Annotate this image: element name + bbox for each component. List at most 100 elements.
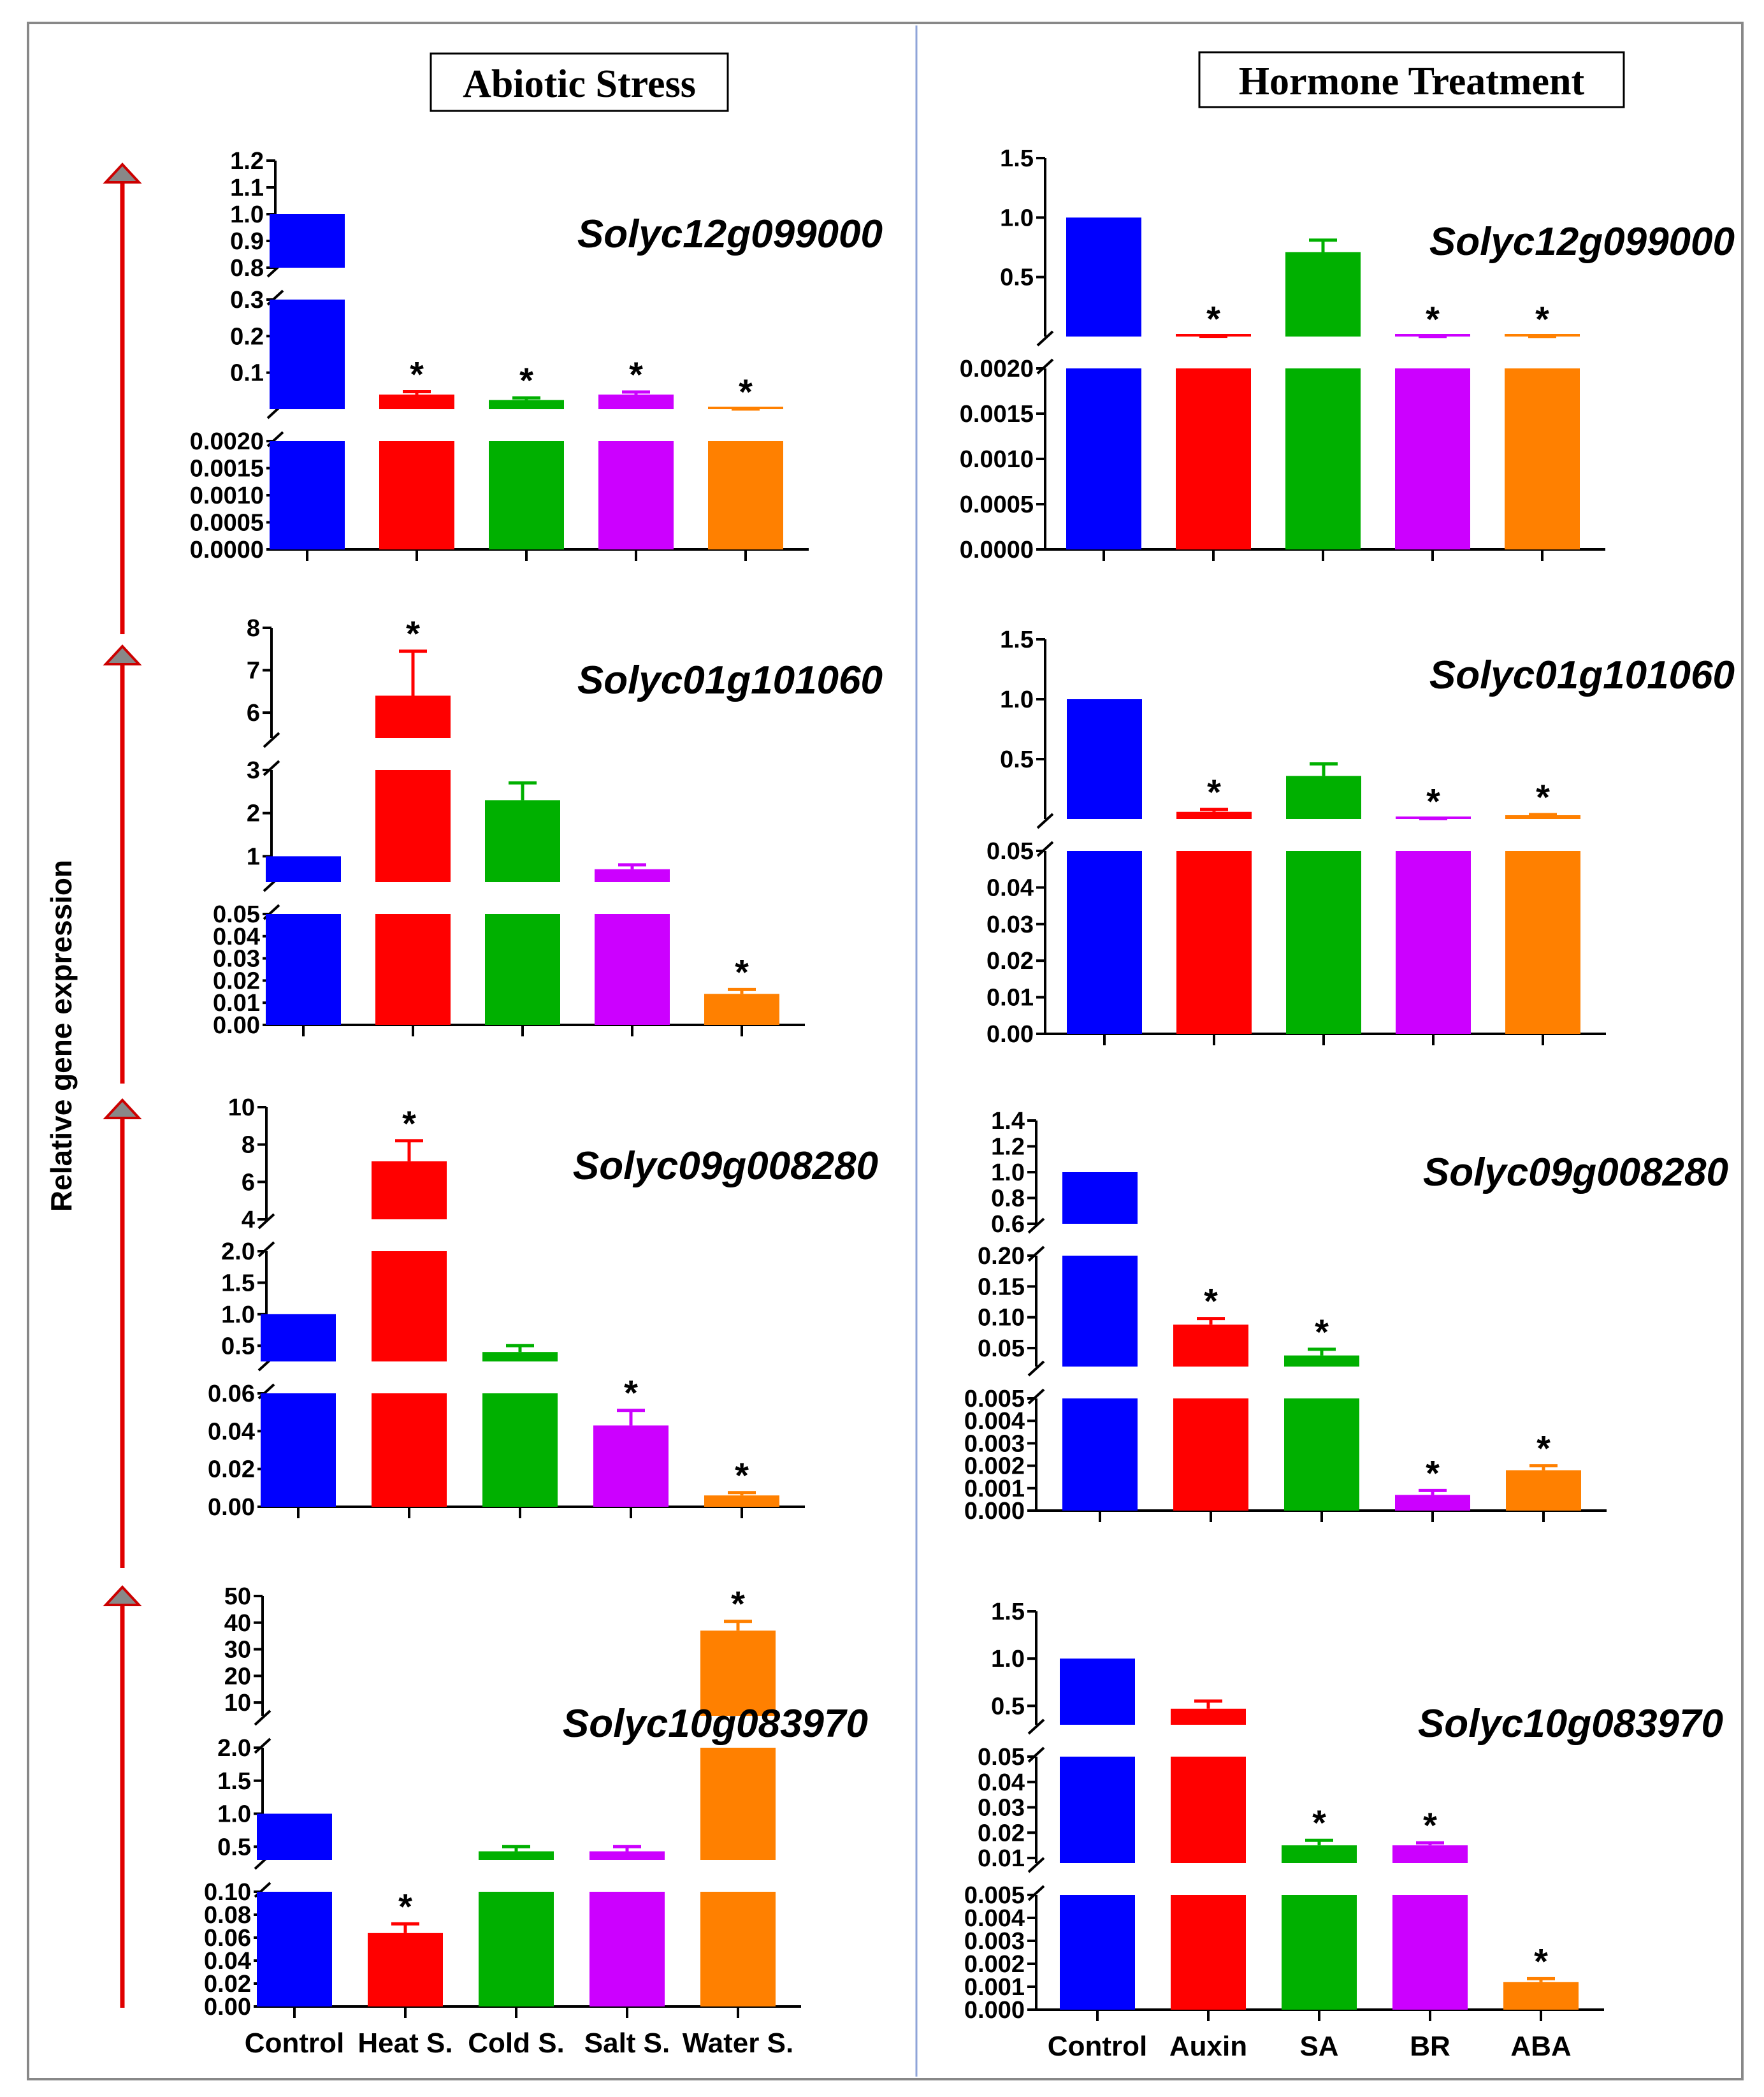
y-tick-label: 2.0 — [217, 1735, 251, 1762]
bar-salts — [595, 914, 670, 1025]
significance-marker: * — [1204, 1281, 1218, 1321]
y-tick-label: 0.0005 — [190, 510, 264, 537]
y-tick-label: 0.000 — [964, 1498, 1025, 1525]
category-label: BR — [1410, 2031, 1450, 2062]
category-label: Water S. — [683, 2028, 793, 2059]
y-tick-label: 0.000 — [964, 1997, 1025, 2024]
y-tick-label: 3 — [247, 757, 260, 784]
bar-colds — [479, 1851, 554, 1860]
significance-marker: * — [1312, 1803, 1326, 1843]
y-tick-label: 0.2 — [230, 323, 264, 350]
y-tick-label: 0.08 — [204, 1902, 251, 1929]
y-tick-label: 1.0 — [230, 201, 264, 228]
axis-break-mark — [254, 1738, 271, 1754]
y-tick-label: 1.4 — [991, 1108, 1025, 1135]
y-tick-label: 0.03 — [987, 911, 1034, 938]
y-tick-label: 0.1 — [230, 360, 264, 387]
y-axis-label: Relative gene expression — [45, 860, 78, 1212]
bar-control — [1067, 699, 1142, 819]
bar-control — [261, 1393, 336, 1507]
gene-title: Solyc09g008280 — [573, 1144, 878, 1188]
significance-marker: * — [1426, 781, 1440, 821]
bar-br — [1395, 368, 1470, 549]
bar-salts — [595, 869, 670, 882]
bar-sa — [1282, 1845, 1357, 1863]
category-label: ABA — [1510, 2031, 1571, 2062]
axis-break-mark — [257, 1213, 275, 1230]
bar-heats — [375, 914, 451, 1025]
y-tick-label: 0.002 — [964, 1951, 1025, 1978]
chart-abiotic-1: 0.000.010.020.030.040.05 1 2 3 6 7 8 * * Solyc01g… — [213, 614, 883, 1039]
y-tick-label: 0.05 — [987, 838, 1034, 865]
charts-layer: 0.00000.00050.00100.00150.00200.10.20.30… — [190, 145, 1735, 2062]
y-tick-label: 0.00 — [987, 1021, 1034, 1048]
y-tick-label: 0.01 — [978, 1845, 1025, 1872]
y-tick-label: 0.003 — [964, 1430, 1025, 1457]
y-tick-label: 6 — [247, 700, 260, 727]
bar-salts — [598, 441, 674, 549]
bar-aba — [1505, 368, 1580, 549]
bar-salts — [593, 1425, 669, 1507]
y-tick-label: 0.0015 — [960, 401, 1034, 428]
significance-marker: * — [1534, 1941, 1548, 1981]
bar-control — [270, 441, 345, 549]
gene-title: Solyc09g008280 — [1423, 1150, 1728, 1194]
y-tick-label: 0.8 — [991, 1186, 1025, 1212]
bar-control — [1066, 217, 1141, 337]
significance-marker: * — [410, 354, 424, 394]
y-tick-label: 0.03 — [978, 1795, 1025, 1822]
bar-heats — [379, 395, 454, 409]
right-title-box: Hormone Treatment — [1198, 51, 1625, 108]
y-tick-label: 30 — [224, 1637, 251, 1664]
y-tick-label: 0.04 — [204, 1948, 251, 1975]
bar-auxin — [1171, 1757, 1246, 1863]
arrow-head-1 — [103, 644, 142, 665]
y-tick-label: 0.04 — [987, 874, 1034, 901]
significance-marker: * — [1206, 299, 1220, 339]
axis-break-mark — [1036, 358, 1054, 375]
y-tick-label: 0.0005 — [960, 491, 1034, 518]
y-tick-label: 0.003 — [964, 1928, 1025, 1955]
y-tick-label: 0.02 — [213, 968, 260, 994]
y-tick-label: 1.5 — [221, 1270, 255, 1296]
y-tick-label: 0.04 — [208, 1418, 255, 1445]
bar-sa — [1284, 1398, 1359, 1511]
y-tick-label: 0.004 — [964, 1905, 1025, 1932]
y-tick-label: 1.0 — [221, 1302, 255, 1328]
chart-abiotic-2: 0.00 0.02 0.04 0.06 0.5 1.0 1.5 2.0 4 6 8 10 * * * Soly… — [208, 1094, 878, 1521]
axis-break-mark — [254, 1709, 271, 1726]
chart-hormone-5: 0.00 0.01 0.02 0.03 0.04 0.05 0.5 1.0 1.5 * * * Soly… — [987, 627, 1735, 1048]
bar-sa — [1286, 851, 1361, 1034]
bar-colds — [482, 1352, 558, 1361]
y-tick-label: 0.01 — [213, 990, 260, 1017]
y-tick-label: 1.5 — [1000, 145, 1034, 172]
bar-auxin — [1173, 1324, 1248, 1367]
y-tick-label: 0.02 — [208, 1456, 255, 1483]
significance-marker: * — [1423, 1805, 1437, 1845]
bar-aba — [1505, 851, 1580, 1034]
arrow-head-0 — [103, 163, 142, 184]
y-tick-label: 0.15 — [978, 1273, 1025, 1300]
significance-marker: * — [1207, 772, 1221, 812]
axis-break-mark — [1036, 330, 1054, 347]
y-tick-label: 2.0 — [221, 1238, 255, 1265]
y-tick-label: 8 — [247, 615, 260, 642]
y-tick-label: 1.1 — [230, 175, 264, 201]
y-tick-label: 0.0000 — [190, 537, 264, 563]
gene-title: Solyc01g101060 — [1429, 653, 1735, 697]
bar-control — [1067, 851, 1142, 1034]
y-tick-label: 0.005 — [964, 1882, 1025, 1909]
y-tick-label: 1.5 — [217, 1768, 251, 1795]
significance-marker: * — [402, 1103, 416, 1143]
axis-break-mark — [1027, 1857, 1045, 1873]
y-tick-label: 0.9 — [230, 228, 264, 255]
bar-sa — [1285, 252, 1361, 337]
category-label: Control — [245, 2028, 344, 2059]
bar-control — [1066, 368, 1141, 549]
significance-marker: * — [1426, 299, 1440, 339]
y-tick-label: 0.5 — [221, 1333, 255, 1360]
bar-control — [1060, 1658, 1135, 1725]
